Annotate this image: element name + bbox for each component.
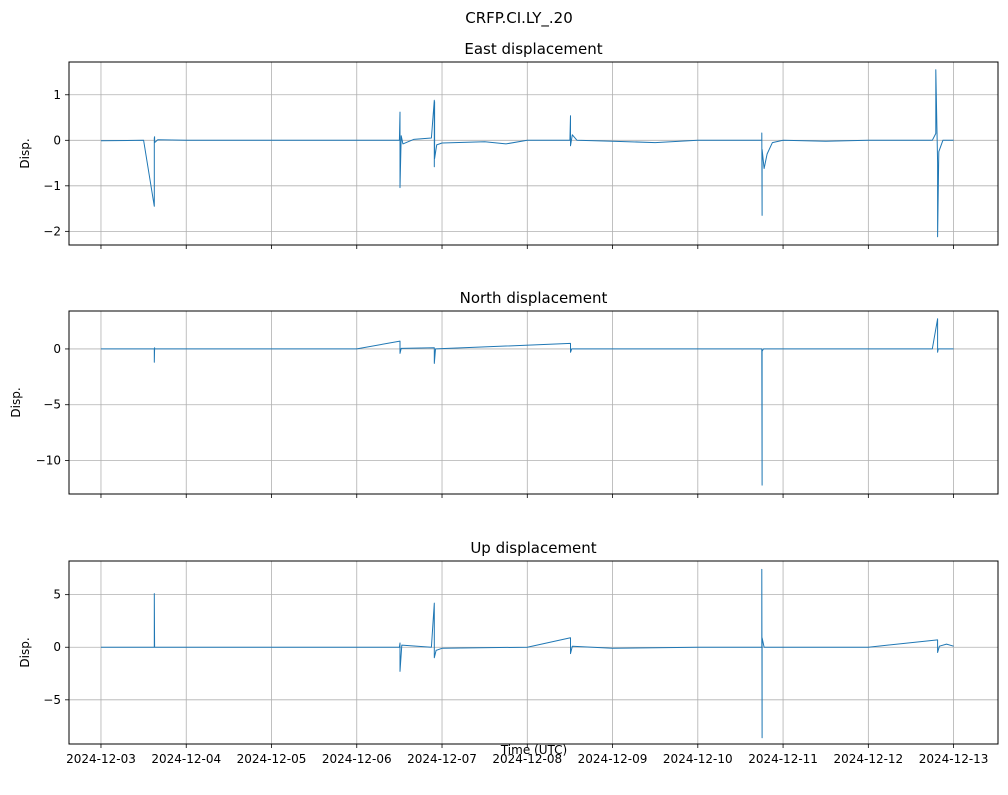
y-axis-label: Disp. bbox=[18, 138, 32, 168]
subplot-title: East displacement bbox=[464, 40, 602, 58]
x-tick-label: 2024-12-04 bbox=[151, 752, 221, 766]
x-tick-label: 2024-12-07 bbox=[407, 752, 477, 766]
x-axis-label: Time (UTC) bbox=[500, 743, 567, 757]
y-tick-label: 0 bbox=[53, 640, 61, 654]
subplot-title: Up displacement bbox=[470, 539, 596, 557]
y-tick-label: 0 bbox=[53, 342, 61, 356]
series-line bbox=[100, 69, 954, 238]
y-tick-label: −1 bbox=[43, 179, 61, 193]
x-tick-label: 2024-12-06 bbox=[322, 752, 392, 766]
x-tick-label: 2024-12-13 bbox=[919, 752, 989, 766]
y-axis-label: Disp. bbox=[9, 387, 23, 417]
y-tick-label: −2 bbox=[43, 224, 61, 238]
subplot-1: East displacement 1 0 −1 −2 Disp. bbox=[18, 40, 999, 249]
subplot-title: North displacement bbox=[460, 289, 608, 307]
y-tick-label: −10 bbox=[36, 454, 61, 468]
axes-frame bbox=[68, 310, 999, 495]
x-tick-label: 2024-12-05 bbox=[237, 752, 307, 766]
y-tick-label: 1 bbox=[53, 88, 61, 102]
subplot-2: North displacement 0 −5 −10 Disp. bbox=[9, 289, 999, 498]
x-tick-label: 2024-12-10 bbox=[663, 752, 733, 766]
figure-suptitle: CRFP.CI.LY_.20 bbox=[465, 9, 573, 28]
x-tick-label: 2024-12-08 bbox=[492, 752, 562, 766]
subplot-3: Up displacement 2024-12-03 2024-12-04 2024-… bbox=[18, 539, 999, 766]
series-line bbox=[101, 568, 954, 739]
axes-frame bbox=[68, 560, 999, 745]
series-line bbox=[101, 318, 954, 486]
y-tick-label: 5 bbox=[53, 588, 61, 602]
y-axis-label: Disp. bbox=[18, 637, 32, 667]
y-tick-label: −5 bbox=[43, 693, 61, 707]
axes-frame bbox=[68, 61, 999, 246]
x-tick-label: 2024-12-03 bbox=[66, 752, 136, 766]
x-tick-label: 2024-12-12 bbox=[833, 752, 903, 766]
y-tick-label: −5 bbox=[43, 398, 61, 412]
y-tick-label: 0 bbox=[53, 133, 61, 147]
x-tick-label: 2024-12-11 bbox=[748, 752, 818, 766]
x-tick-label: 2024-12-09 bbox=[578, 752, 648, 766]
